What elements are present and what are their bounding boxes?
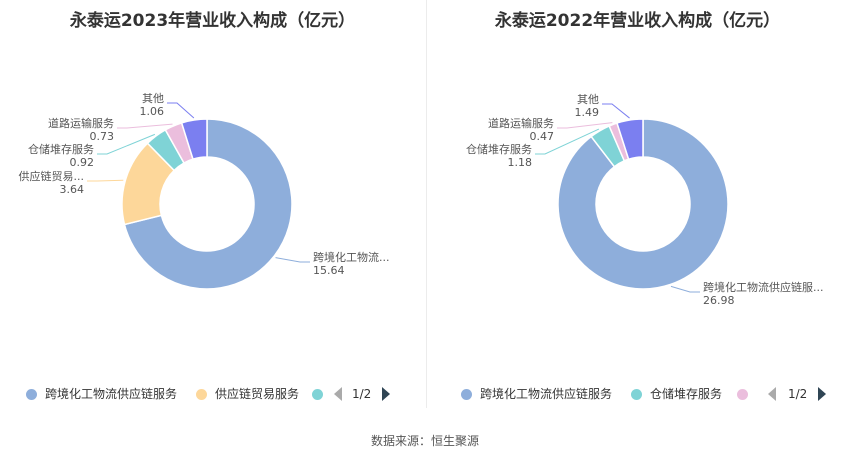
prev-page-icon[interactable]	[334, 387, 342, 401]
slice-value-label: 1.06	[140, 105, 165, 118]
next-page-icon[interactable]	[818, 387, 826, 401]
label-leader-line	[167, 102, 195, 119]
label-leader-line	[97, 133, 156, 155]
legend-swatch	[737, 389, 748, 400]
label-leader-line	[557, 122, 613, 129]
slice-name-label: 跨境化工物流供应链服...	[703, 280, 824, 294]
chart-panel-2022: 永泰运2022年营业收入构成（亿元） 跨境化工物流供应链服... 26.98 仓储堆…	[425, 0, 850, 410]
donut-slice[interactable]	[180, 118, 208, 161]
label-leader-line	[602, 103, 630, 119]
slice-value-label: 1.49	[575, 106, 600, 119]
legend-label: 跨境化工物流供应链服务	[480, 387, 613, 401]
label-leader-line	[87, 179, 124, 182]
panel-divider	[426, 0, 427, 408]
legend-label: 供应链贸易服务	[215, 387, 300, 401]
chart-panel-2023: 永泰运2023年营业收入构成（亿元） 跨境化工物流... 15.64 供应链贸易..…	[0, 0, 425, 410]
label-leader-line	[670, 285, 700, 293]
data-source-note: 数据来源：恒生聚源	[370, 434, 479, 448]
slice-name-label: 其他	[142, 92, 164, 105]
legend-page-indicator: 1/2	[788, 387, 808, 401]
next-page-icon[interactable]	[382, 387, 390, 401]
label-leader-line	[535, 128, 600, 155]
slice-value-label: 3.64	[60, 183, 85, 196]
chart-legend: 跨境化工物流供应链服务 仓储堆存服务 1/2	[425, 384, 850, 404]
legend-swatch	[26, 389, 37, 400]
chart-title: 永泰运2023年营业收入构成（亿元）	[69, 11, 356, 31]
slice-name-label: 其他	[577, 93, 599, 106]
chart-title: 永泰运2022年营业收入构成（亿元）	[494, 11, 781, 31]
label-leader-line	[275, 257, 310, 263]
slice-name-label: 跨境化工物流...	[313, 250, 390, 264]
donut-slice[interactable]	[123, 118, 293, 290]
slice-value-label: 0.73	[90, 130, 115, 143]
legend-page-indicator: 1/2	[352, 387, 372, 401]
slice-name-label: 仓储堆存服务	[466, 142, 532, 156]
chart-legend: 跨境化工物流供应链服务 供应链贸易服务 1/2	[0, 384, 425, 404]
slice-name-label: 道路运输服务	[488, 116, 554, 130]
slice-value-label: 26.98	[703, 294, 735, 307]
donut-slice[interactable]	[557, 118, 729, 290]
legend-swatch	[196, 389, 207, 400]
legend-swatch	[312, 389, 323, 400]
slice-value-label: 1.18	[508, 156, 533, 169]
donut-slice[interactable]	[616, 118, 644, 161]
slice-name-label: 供应链贸易...	[19, 169, 85, 183]
prev-page-icon[interactable]	[768, 387, 776, 401]
slice-value-label: 0.92	[70, 156, 95, 169]
label-leader-line	[117, 123, 173, 129]
slice-name-label: 仓储堆存服务	[28, 142, 94, 156]
slice-value-label: 0.47	[530, 130, 555, 143]
slice-value-label: 15.64	[313, 264, 345, 277]
legend-swatch	[461, 389, 472, 400]
legend-label: 仓储堆存服务	[650, 387, 723, 401]
legend-label: 跨境化工物流供应链服务	[45, 387, 178, 401]
slice-name-label: 道路运输服务	[48, 116, 114, 130]
legend-swatch	[631, 389, 642, 400]
